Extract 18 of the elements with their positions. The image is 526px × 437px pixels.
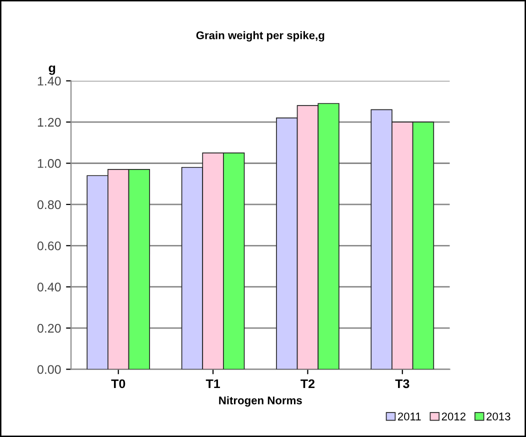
legend-label: 2013 [486,412,510,420]
x-tick-label: T2 [300,379,315,388]
y-tick-label: 0.20 [37,324,61,333]
x-tick-label: T0 [111,379,126,388]
y-tick-label: 0.00 [37,365,61,374]
legend-label: 2011 [398,412,421,420]
x-tick-label: T1 [206,379,220,388]
y-tick-label: 0.80 [37,200,61,210]
y-tick-label: 0.60 [37,241,61,250]
x-axis-title: Nitrogen Norms [219,396,302,407]
y-tick-label: 1.00 [38,159,61,168]
y-axis-title: g [48,65,56,75]
chart-title: Grain weight per spike,g [196,31,324,42]
x-tick-label: T3 [395,379,410,388]
legend-label: 2012 [442,412,466,420]
y-tick-label: 1.20 [38,118,61,127]
y-tick-label: 1.40 [38,76,61,86]
y-tick-label: 0.40 [37,282,61,292]
